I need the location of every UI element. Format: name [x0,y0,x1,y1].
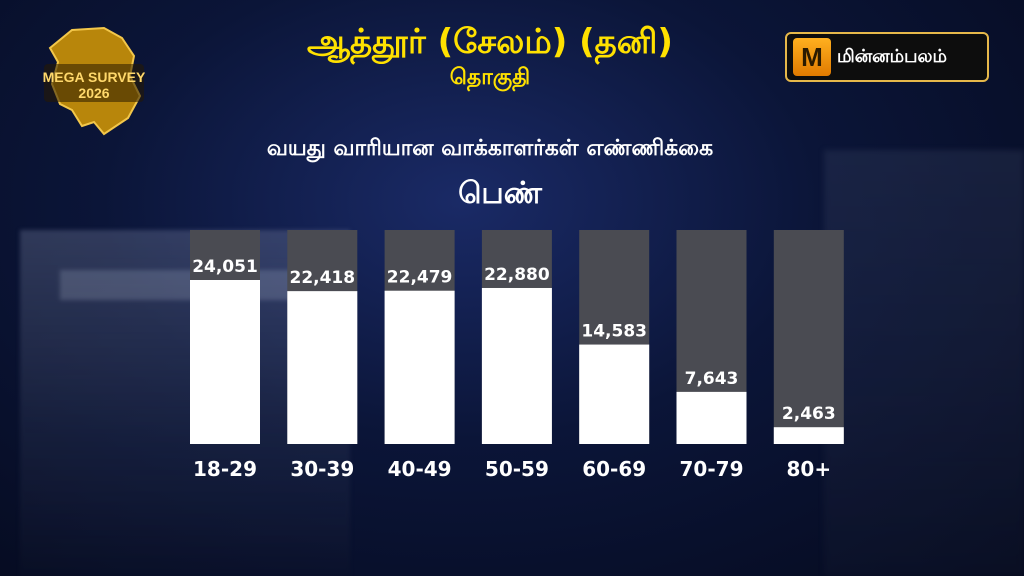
category-label: 40-49 [388,457,452,481]
bar-value-label: 7,643 [685,369,739,389]
bar [481,287,552,444]
series-label: பெண் [458,176,542,211]
category-label: 30-39 [290,457,354,481]
brand-mark-icon: M [793,38,831,76]
bar [676,391,747,444]
mega-survey-logo: MEGA SURVEY 2026 [42,26,146,136]
bar-track [773,230,844,444]
bar [287,291,358,444]
bar-value-label: 22,418 [289,268,355,288]
bar-value-label: 14,583 [581,322,647,342]
badge-line1: MEGA SURVEY [43,69,146,85]
category-label: 70-79 [680,457,744,481]
category-label: 50-59 [485,457,549,481]
background-tower [824,150,1024,576]
bar-value-label: 2,463 [782,404,836,424]
page-subtitle: தொகுதி [449,65,531,90]
bar [579,344,650,444]
category-label: 60-69 [582,457,646,481]
bar [773,427,844,444]
category-label: 80+ [787,457,832,481]
bar-value-label: 22,479 [387,268,453,288]
category-label: 18-29 [193,457,257,481]
page-title: ஆத்தூர் (சேலம்) (தனி) [307,22,673,62]
tamilnadu-map-icon: MEGA SURVEY 2026 [43,26,146,136]
brand-name: மின்னம்பலம் [837,45,947,67]
bar-value-label: 22,880 [484,265,550,285]
badge-line2: 2026 [78,85,109,101]
bar [190,280,260,444]
bar [384,290,455,444]
chart-title: வயது வாரியான வாக்காளர்கள் எண்ணிக்கை [266,136,714,161]
brand-logo: M மின்னம்பலம் [785,32,989,82]
bar-value-label: 24,051 [192,257,258,277]
